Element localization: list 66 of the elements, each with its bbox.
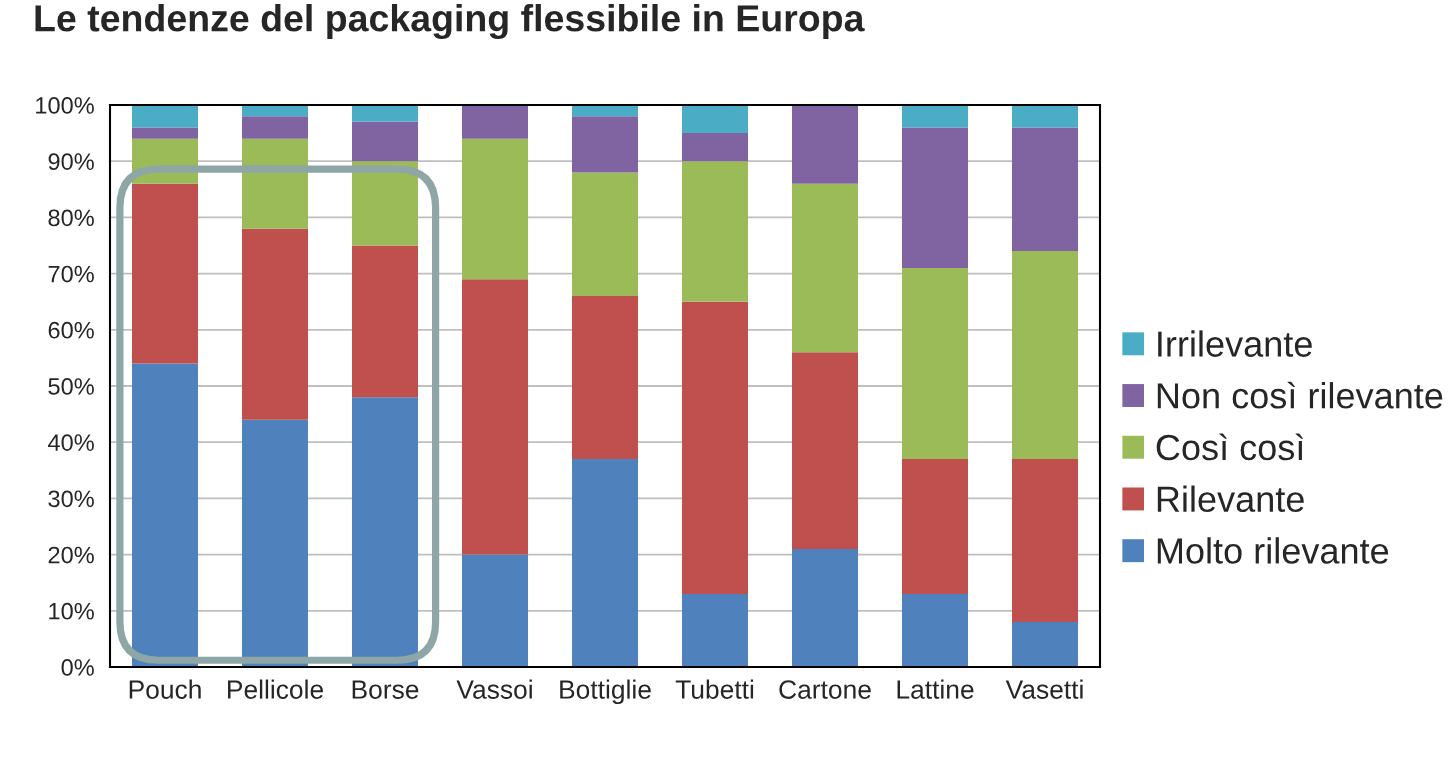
bar bbox=[352, 245, 418, 398]
bar bbox=[902, 267, 968, 460]
bar bbox=[682, 301, 748, 594]
x-tick-label: Bottiglie bbox=[560, 679, 651, 705]
bar bbox=[132, 127, 198, 139]
bar bbox=[792, 183, 858, 353]
bar bbox=[242, 228, 308, 420]
bar bbox=[132, 105, 198, 128]
x-tick-label: Lattine bbox=[897, 679, 974, 699]
bar bbox=[792, 105, 858, 184]
legend-label: Irrilevante bbox=[1158, 330, 1312, 357]
y-tick-label: 90% bbox=[48, 153, 94, 170]
bar bbox=[462, 279, 528, 555]
y-tick-label: 40% bbox=[48, 434, 94, 451]
y-tick-label: 50% bbox=[48, 378, 94, 395]
bar bbox=[132, 183, 198, 364]
bar bbox=[902, 105, 968, 128]
y-tick-label: 30% bbox=[48, 490, 94, 508]
y-tick-label: 20% bbox=[48, 546, 94, 564]
bar bbox=[572, 172, 638, 297]
bar bbox=[682, 133, 748, 162]
y-tick-label: 100% bbox=[36, 97, 94, 114]
bar bbox=[462, 138, 528, 280]
bar bbox=[352, 121, 418, 162]
x-tick-label: Vassoi bbox=[456, 679, 532, 699]
x-tick-label: Pellicole bbox=[228, 679, 323, 699]
bar bbox=[572, 116, 638, 173]
bar bbox=[572, 459, 638, 667]
legend-label: Così così bbox=[1156, 433, 1304, 461]
x-tick-label: Vasetti bbox=[1005, 679, 1083, 699]
bar bbox=[1012, 459, 1078, 623]
legend-label: Rilevante bbox=[1157, 485, 1304, 513]
bar bbox=[352, 161, 418, 246]
bar bbox=[792, 352, 858, 549]
bar bbox=[242, 419, 308, 667]
y-tick-label: 0% bbox=[61, 659, 94, 676]
legend-label: Molto rilevante bbox=[1157, 537, 1389, 564]
y-tick-label: 80% bbox=[48, 209, 94, 227]
bar bbox=[682, 105, 748, 134]
x-tick-label: Pouch bbox=[129, 679, 201, 699]
bar bbox=[1012, 127, 1078, 252]
bar bbox=[352, 105, 418, 122]
x-tick-label: Borse bbox=[352, 680, 419, 699]
legend-label: Non così rilevante bbox=[1157, 381, 1443, 409]
bar bbox=[682, 593, 748, 667]
chart-title: Le tendenze del packaging flessibile in Europa bbox=[35, 4, 865, 40]
bar bbox=[902, 459, 968, 594]
bar bbox=[1012, 105, 1078, 128]
x-tick-label: Cartone bbox=[779, 680, 871, 699]
bar bbox=[902, 593, 968, 667]
bar bbox=[572, 296, 638, 460]
bar bbox=[462, 554, 528, 667]
bar bbox=[132, 363, 198, 667]
bar bbox=[792, 548, 858, 667]
y-tick-label: 60% bbox=[48, 321, 94, 339]
bar bbox=[1012, 622, 1078, 667]
bar bbox=[462, 105, 528, 139]
bar bbox=[902, 127, 968, 268]
x-tick-label: Tubetti bbox=[675, 679, 754, 699]
bar bbox=[1012, 251, 1078, 460]
bar bbox=[682, 161, 748, 302]
bar bbox=[242, 116, 308, 139]
bar bbox=[352, 397, 418, 667]
bar bbox=[242, 138, 308, 229]
y-tick-label: 70% bbox=[48, 265, 94, 283]
y-tick-label: 10% bbox=[49, 602, 94, 620]
